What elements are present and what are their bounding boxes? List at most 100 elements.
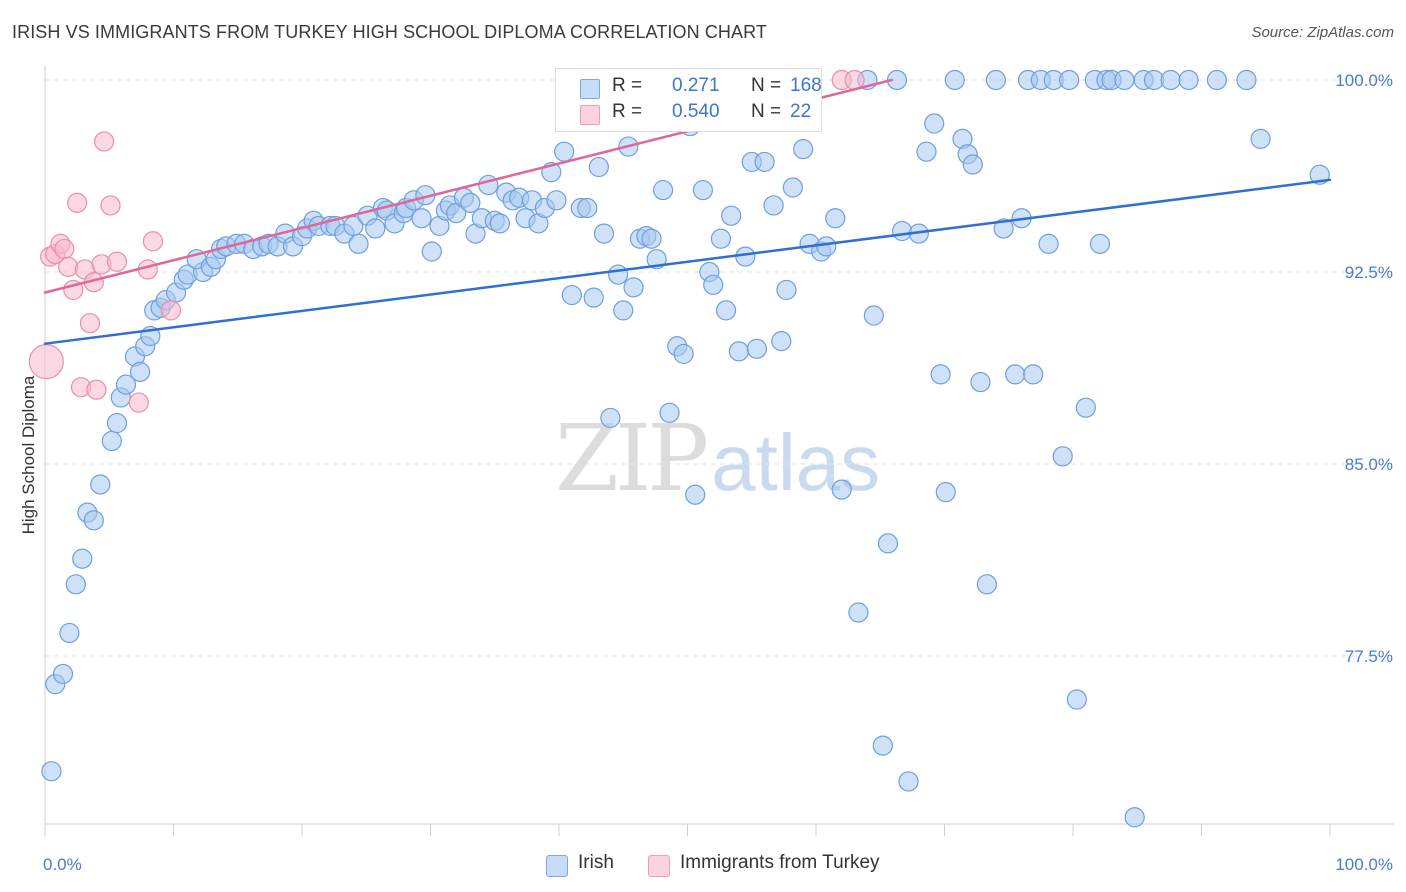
legend-n-label: N =	[751, 75, 782, 96]
irish-point	[935, 482, 956, 503]
irish-point	[891, 220, 913, 242]
irish-point	[652, 179, 674, 201]
x-tick-label-min: 0.0%	[43, 855, 82, 874]
legend-swatch-irish	[546, 855, 568, 877]
irish-point	[898, 771, 919, 792]
irish-point	[101, 430, 122, 452]
irish-point	[65, 574, 86, 595]
irish-point	[703, 274, 724, 295]
irish-point	[872, 735, 893, 756]
irish-point	[41, 761, 62, 782]
irish-point	[930, 364, 951, 385]
irish-point	[588, 156, 609, 178]
irish-point	[816, 236, 837, 257]
legend-n-value: 168	[790, 75, 822, 96]
irish-point	[1005, 364, 1026, 385]
irish-point	[976, 574, 998, 595]
legend-r-value: 0.540	[672, 101, 720, 122]
legend-r-label: R =	[612, 101, 643, 122]
irish-point	[825, 208, 846, 229]
turkey-point	[142, 231, 164, 252]
watermark-zip: ZIP	[555, 405, 709, 512]
watermark-atlas: atlas	[711, 418, 881, 507]
irish-point	[577, 197, 598, 219]
irish-point	[848, 602, 869, 623]
irish-points	[41, 69, 1330, 828]
irish-point	[546, 190, 567, 211]
legend-label-turkey: Immigrants from Turkey	[680, 852, 880, 873]
irish-point	[348, 233, 369, 254]
y-tick-label: 100.0%	[1335, 71, 1393, 90]
irish-point	[1114, 69, 1135, 91]
irish-point	[863, 305, 884, 326]
irish-point	[641, 228, 662, 249]
irish-point	[600, 407, 621, 429]
irish-point	[962, 154, 983, 175]
irish-point	[613, 300, 634, 321]
irish-point	[877, 533, 899, 554]
irish-point	[916, 141, 937, 162]
irish-point	[115, 374, 137, 395]
series-legend: Irish Immigrants from Turkey	[0, 852, 1406, 878]
irish-point	[754, 151, 775, 173]
irish-point	[831, 479, 852, 500]
irish-point	[583, 287, 604, 308]
irish-point	[421, 241, 442, 262]
irish-point	[489, 213, 510, 234]
turkey-point	[86, 379, 107, 400]
grid-lines	[45, 79, 1390, 657]
irish-point	[793, 139, 814, 160]
irish-point	[365, 218, 386, 239]
turkey-point	[79, 313, 101, 334]
turkey-point	[54, 238, 75, 260]
irish-point	[970, 371, 991, 393]
irish-point	[728, 341, 750, 362]
irish-point	[659, 402, 680, 423]
irish-point	[623, 277, 644, 298]
irish-point	[59, 622, 80, 644]
legend-swatch-turkey	[648, 855, 670, 877]
irish-point	[608, 264, 629, 285]
legend-r-label: R =	[612, 75, 643, 96]
turkey-point	[128, 392, 149, 413]
turkey-point	[106, 251, 128, 272]
irish-point	[1038, 233, 1059, 254]
irish-point	[715, 300, 737, 321]
legend-swatch-turkey	[580, 105, 600, 125]
irish-point	[554, 141, 575, 162]
irish-point	[1250, 128, 1271, 149]
turkey-point	[67, 192, 88, 213]
irish-point	[411, 208, 432, 229]
chart-title: IRISH VS IMMIGRANTS FROM TURKEY HIGH SCH…	[12, 22, 767, 42]
irish-point	[72, 548, 93, 569]
legend-r-value: 0.271	[672, 75, 720, 96]
y-tick-label: 85.0%	[1345, 455, 1393, 474]
irish-point	[993, 218, 1014, 239]
irish-point	[561, 284, 582, 306]
irish-point	[1066, 689, 1087, 710]
irish-trend-line	[43, 178, 1332, 345]
irish-point	[1075, 397, 1096, 418]
irish-point	[83, 510, 104, 531]
irish-point	[1178, 69, 1199, 91]
irish-point	[673, 343, 694, 365]
irish-point	[1052, 446, 1073, 467]
turkey-point	[160, 300, 182, 321]
legend-swatch-irish	[580, 79, 600, 99]
irish-point	[985, 69, 1007, 91]
turkey-point	[94, 131, 115, 152]
irish-point	[782, 177, 803, 198]
watermark: ZIPatlas	[555, 405, 880, 512]
legend-n-label: N =	[751, 101, 782, 122]
irish-point	[710, 228, 732, 249]
irish-point	[593, 223, 615, 244]
source-credit: Source: ZipAtlas.com	[1251, 24, 1394, 41]
irish-point	[460, 192, 481, 213]
irish-point	[1206, 69, 1228, 91]
turkey-point	[100, 195, 121, 216]
irish-point	[1124, 807, 1145, 828]
irish-point	[692, 179, 714, 201]
turkey-point	[58, 256, 79, 277]
irish-point	[1023, 364, 1044, 385]
irish-point	[106, 412, 128, 434]
